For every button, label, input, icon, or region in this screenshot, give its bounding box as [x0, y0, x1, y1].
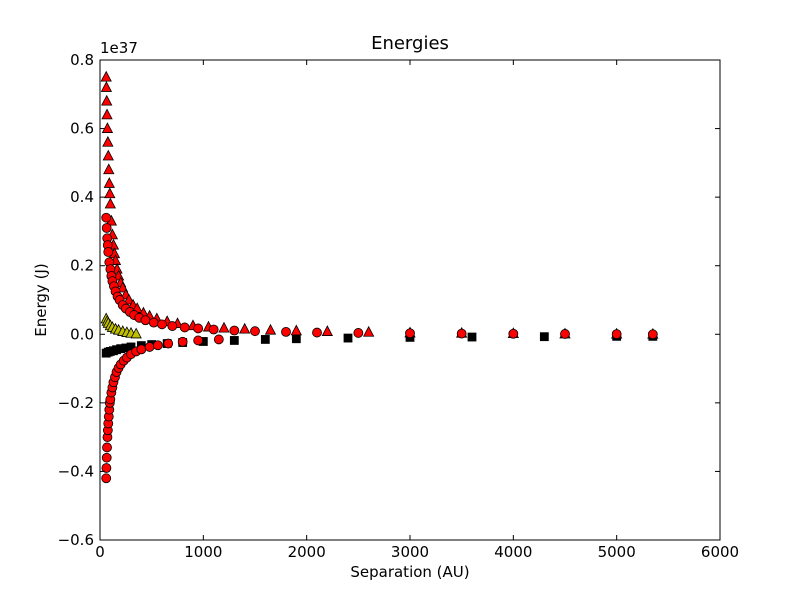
- x-axis-title: Separation (AU): [350, 563, 469, 581]
- series-2-triangle-point: [218, 321, 230, 333]
- x-tick-label: 4000: [494, 543, 532, 561]
- series-4-circle-point: [101, 463, 112, 473]
- x-tick-label: 1000: [184, 543, 222, 561]
- series-2-triangle-point: [290, 324, 302, 336]
- series-2-triangle-point: [102, 149, 114, 161]
- y-multiplier-label: 1e37: [100, 39, 138, 57]
- y-tick-label: 0.4: [70, 188, 94, 206]
- series-3-circle-point: [148, 317, 159, 328]
- series-2-triangle-point: [123, 293, 135, 305]
- y-tick-label: 0.6: [70, 120, 94, 138]
- series-3-circle-point: [101, 223, 112, 233]
- series-2-triangle-point: [117, 281, 129, 293]
- series-1-triangle-point: [130, 327, 142, 339]
- series-4-circle-point: [193, 335, 204, 346]
- y-axis-ticks: −0.6 −0.4 −0.2 0.0 0.2 0.4 0.6 0.8: [58, 51, 720, 549]
- series-0-square-point: [291, 334, 301, 344]
- series-3-circle-point: [312, 327, 322, 338]
- series-3-circle-point: [405, 328, 415, 339]
- series-4-circle-point: [144, 342, 155, 352]
- series-2-triangle-point: [103, 177, 115, 188]
- y-axis-title: Energy (J): [32, 263, 50, 336]
- y-tick-label: 0.0: [70, 325, 94, 343]
- series-2-triangle-point: [104, 197, 116, 209]
- series-0-square-point: [467, 332, 477, 342]
- series-3-circle-point: [508, 328, 519, 339]
- series-3-circle-point: [560, 329, 570, 339]
- series-3-circle-point: [229, 325, 240, 336]
- series-2-triangle-point: [363, 325, 375, 337]
- series-4-circle-point: [102, 442, 112, 453]
- series-3-circle-point: [208, 324, 219, 335]
- y-tick-label: −0.4: [58, 462, 94, 480]
- series-3-circle-point: [353, 328, 364, 338]
- x-tick-label: 2000: [288, 543, 326, 561]
- series-2-triangle-point: [104, 187, 116, 199]
- series-3-circle-point: [179, 322, 190, 333]
- series-4-circle-point: [101, 473, 112, 484]
- series-3-circle-point: [647, 329, 658, 340]
- series-2-triangle-point: [100, 81, 113, 92]
- series-2-triangle-point: [101, 122, 114, 133]
- series-0-square-point: [539, 332, 549, 342]
- series-3-circle-point: [456, 328, 467, 339]
- series-2-triangle-point: [264, 323, 277, 335]
- data-marks: [100, 70, 659, 484]
- series-0-square-point: [343, 333, 353, 343]
- x-tick-label: 6000: [701, 543, 739, 561]
- y-tick-label: −0.2: [58, 394, 94, 412]
- series-4-circle-point: [152, 340, 163, 351]
- series-3-circle-point: [157, 319, 167, 330]
- series-3-circle-point: [103, 247, 114, 257]
- series-3-circle-point: [140, 315, 151, 326]
- x-tick-label: 3000: [391, 543, 429, 561]
- series-4-circle-point: [136, 344, 147, 355]
- series-2-triangle-point: [239, 322, 251, 334]
- series-2-triangle-point: [321, 325, 333, 336]
- y-tick-label: −0.6: [58, 531, 94, 549]
- series-3-circle-point: [611, 329, 622, 340]
- series-0-square-point: [260, 335, 270, 344]
- y-tick-label: 0.8: [70, 51, 94, 69]
- series-3-circle-point: [193, 323, 204, 334]
- series-0-square-point: [229, 336, 239, 345]
- series-4-circle-point: [101, 452, 112, 463]
- series-3-circle-point: [167, 321, 178, 331]
- series-2-triangle-point: [101, 108, 113, 120]
- series-4-circle-point: [213, 334, 224, 345]
- x-tick-label: 5000: [598, 543, 636, 561]
- series-3-circle-point: [250, 326, 260, 337]
- x-tick-label: 0: [95, 543, 105, 561]
- y-tick-label: 0.2: [70, 257, 94, 275]
- series-3-circle-point: [281, 326, 291, 337]
- series-3-circle-point: [101, 212, 112, 223]
- series-4-circle-point: [163, 338, 174, 349]
- series-2-triangle-point: [103, 163, 115, 175]
- series-2-triangle-point: [102, 135, 114, 147]
- chart-title: Energies: [371, 33, 449, 54]
- x-axis-ticks: 0 1000 2000 3000 4000 5000 6000: [95, 60, 739, 561]
- series-4-circle-point: [177, 336, 188, 347]
- series-2-triangle-point: [100, 70, 112, 82]
- series-2-triangle-point: [101, 94, 113, 106]
